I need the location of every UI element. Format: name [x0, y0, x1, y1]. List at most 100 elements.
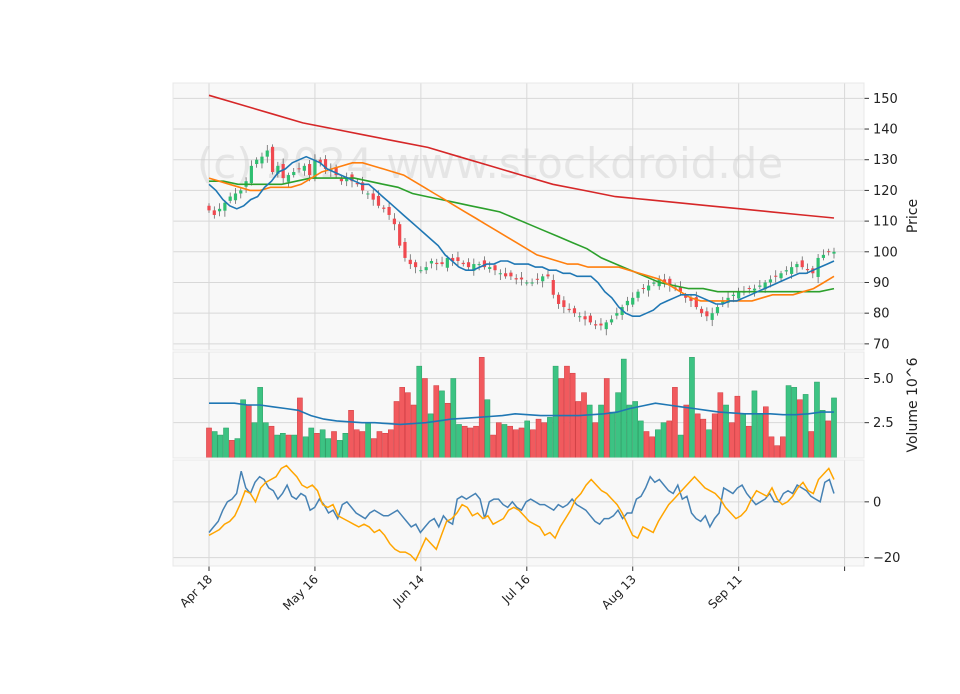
candle-body	[212, 210, 216, 215]
volume-bar	[785, 385, 792, 459]
volume-bar	[427, 413, 434, 459]
volume-bar	[473, 425, 479, 459]
candle-body	[403, 241, 407, 258]
candle-body	[827, 251, 831, 253]
volume-bar	[518, 427, 525, 459]
volume-bar	[558, 378, 565, 459]
candle-body	[429, 261, 434, 264]
candle-body	[821, 254, 826, 258]
volume-average-line	[209, 402, 834, 426]
candle-body	[694, 297, 698, 308]
candle-body	[440, 262, 444, 265]
candle-body	[525, 282, 529, 284]
volume-bar	[552, 365, 559, 459]
price-y-tick-label: 120	[873, 184, 898, 199]
candle-body	[615, 313, 619, 316]
candle-body	[260, 156, 264, 164]
candle-body	[779, 273, 783, 279]
candle-body	[609, 319, 614, 323]
candle-body	[408, 259, 412, 265]
candle-body	[519, 277, 524, 280]
volume-bar	[331, 431, 337, 459]
candle-body	[588, 315, 592, 323]
candle-body	[805, 268, 810, 271]
candle-body	[387, 206, 391, 215]
volume-bar	[638, 420, 644, 459]
volume-bar	[575, 401, 582, 459]
volume-bar	[297, 397, 303, 459]
x-tick-label: Aug 13	[599, 572, 639, 612]
volume-bar	[365, 422, 371, 459]
x-tick-label: Jul 16	[499, 572, 533, 606]
volume-bar	[649, 436, 655, 459]
candle-body	[631, 297, 635, 305]
candle-body	[228, 196, 232, 201]
candle-body	[482, 260, 487, 268]
volume-bar	[547, 417, 553, 459]
price-y-tick-label: 110	[873, 215, 898, 230]
volume-bar	[831, 397, 837, 459]
volume-bar	[399, 387, 405, 459]
volume-bar	[393, 401, 400, 459]
volume-bar	[370, 438, 377, 459]
volume-bar	[245, 404, 252, 459]
volume-bar	[655, 429, 661, 459]
volume-bar	[359, 431, 366, 459]
candle-body	[790, 267, 794, 274]
candle-body	[477, 264, 481, 266]
candle-body	[488, 267, 492, 269]
volume-bar	[768, 436, 775, 459]
candle-body	[530, 282, 534, 284]
volume-bar	[626, 404, 633, 459]
candle-body	[376, 195, 381, 206]
candle-body	[286, 175, 291, 182]
volume-bar	[586, 404, 593, 459]
price-y-tick-label: 140	[873, 123, 898, 138]
osc-y-tick-label: −20	[873, 551, 900, 566]
candle-body	[731, 294, 735, 296]
volume-bar	[325, 438, 332, 459]
volume-bar	[478, 357, 485, 459]
sma-longest-line	[208, 94, 835, 219]
volume-bar	[285, 434, 292, 459]
candle-body	[774, 275, 778, 277]
volume-bar	[382, 433, 388, 459]
candle-body	[509, 272, 513, 277]
candle-body	[461, 262, 465, 265]
candle-body	[355, 183, 359, 185]
panel-frame	[172, 351, 865, 459]
volume-bar	[302, 436, 309, 459]
volume-bar	[672, 387, 678, 459]
candle-body	[371, 193, 375, 200]
volume-bar	[615, 392, 621, 459]
panel-frame	[172, 459, 865, 567]
volume-bar	[336, 440, 343, 459]
volume-bar	[495, 422, 502, 459]
volume-bar	[484, 399, 491, 459]
candle-body	[413, 262, 418, 268]
volume-bar	[683, 404, 690, 459]
price-panel	[173, 83, 864, 350]
volume-bar	[819, 410, 826, 459]
candle-body	[562, 300, 566, 308]
volume-bar	[206, 427, 212, 459]
candle-body	[445, 257, 449, 268]
volume-bar	[501, 424, 508, 459]
candle-body	[281, 164, 285, 179]
candle-body	[223, 202, 227, 211]
candle-body	[668, 278, 672, 286]
volume-bar	[814, 381, 820, 459]
candle-body	[249, 165, 253, 184]
oscillator-line	[208, 471, 835, 534]
volume-bar	[745, 425, 752, 459]
volume-bar	[268, 425, 275, 459]
candle-body	[784, 270, 788, 272]
candle-body	[265, 150, 269, 157]
candle-body	[233, 193, 238, 201]
volume-bar	[728, 422, 735, 459]
candle-body	[361, 182, 365, 191]
volume-bar	[348, 410, 354, 459]
candle-body	[313, 159, 317, 179]
volume-bar	[535, 418, 542, 459]
